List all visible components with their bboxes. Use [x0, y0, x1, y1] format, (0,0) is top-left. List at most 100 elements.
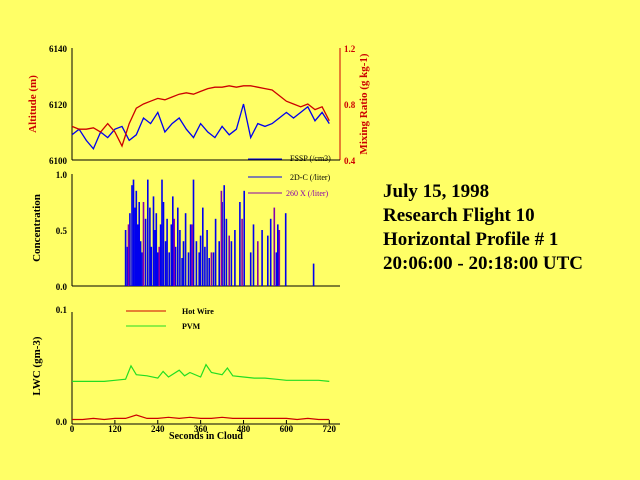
xtick-label: 600	[280, 424, 294, 434]
concentration-bar-blue	[284, 213, 287, 286]
concentration-bar-blue	[152, 196, 155, 286]
concentration-bar-purple	[127, 224, 130, 286]
legend-label-fssp: FSSP (/cm3)	[290, 154, 331, 163]
concentration-bar-blue	[172, 196, 174, 286]
concentration-bar-purple	[191, 224, 193, 286]
concentration-bar-blue	[267, 235, 269, 286]
concentration-bar-purple	[228, 235, 230, 286]
panel1-y2tick-label-1: 0.8	[344, 100, 356, 110]
time-range: 20:06:00 - 20:18:00 UTC	[383, 253, 584, 274]
concentration-bar-blue	[174, 246, 177, 286]
concentration-bar-blue	[162, 202, 165, 286]
concentration-bar-blue	[252, 224, 255, 286]
concentration-bar-blue	[139, 241, 142, 286]
concentration-bar-blue	[154, 230, 156, 286]
flight-info: July 15, 1998 Research Flight 10 Horizon…	[383, 180, 583, 276]
concentration-bar-blue	[141, 252, 143, 286]
concentration-bar-blue	[177, 207, 179, 286]
flight-number: Research Flight 10	[383, 205, 535, 226]
concentration-bar-blue	[204, 246, 206, 286]
concentration-bar-blue	[144, 218, 147, 286]
concentration-bar-blue	[126, 246, 129, 286]
concentration-bar-blue	[234, 230, 236, 286]
concentration-bar-blue	[129, 213, 131, 286]
concentration-bar-blue	[223, 185, 225, 286]
concentration-bar-blue	[159, 224, 162, 286]
concentration-bar-blue	[161, 179, 163, 286]
concentration-bar-blue	[218, 241, 220, 286]
panel3-xticks: 0 120 240 360 480 600 720	[70, 420, 337, 434]
panel3-xlabel: Seconds in Cloud	[169, 431, 243, 442]
panel1-y2label: Mixing Ratio (g kg-1)	[358, 53, 370, 154]
concentration-bar-blue	[149, 207, 151, 286]
concentration-bar-blue	[155, 213, 158, 286]
hot-wire-line	[72, 414, 330, 421]
panel1-y2tick-label-0: 1.2	[344, 44, 356, 54]
concentration-bar-purple	[273, 207, 276, 286]
legend-label-2dc: 2D-C (/liter)	[290, 173, 331, 182]
concentration-bar-blue	[124, 230, 127, 286]
xtick-label: 0	[70, 424, 75, 434]
concentration-bar-blue	[239, 202, 241, 286]
concentration-bar-blue	[225, 218, 228, 286]
concentration-panel: 1.0 0.5 0.0 Concentration FSSP (/cm3) 2D…	[31, 154, 340, 292]
concentration-bar-blue	[208, 258, 210, 286]
concentration-bar-blue	[138, 202, 140, 286]
panel1-ylabel: Altitude (m)	[27, 75, 39, 133]
concentration-bar-blue	[277, 224, 279, 286]
concentration-bar-blue	[269, 218, 272, 286]
mixing_ratio-line	[71, 85, 330, 148]
concentration-bar-blue	[189, 224, 192, 286]
concentration-bar-blue	[135, 190, 138, 286]
concentration-bar-blue	[168, 252, 170, 286]
legend-label-260x: 260 X (/liter)	[286, 189, 329, 198]
panel2-ytick-label-1: 0.5	[56, 226, 68, 236]
panel3-series	[72, 363, 330, 421]
concentration-bar-blue	[150, 246, 153, 286]
altitude-mixing-ratio-panel: 6140 6120 6100 1.2 0.8 0.4 Altitude (m) …	[27, 44, 370, 166]
panel1-ytick-label-0: 6140	[49, 44, 68, 54]
concentration-bar-purple	[158, 246, 160, 286]
concentration-bar-blue	[249, 252, 252, 286]
concentration-bar-blue	[199, 235, 202, 286]
concentration-bar-blue	[206, 230, 208, 286]
legend-label-pvm: PVM	[182, 322, 201, 331]
concentration-bar-purple	[220, 190, 223, 286]
concentration-bar-blue	[230, 241, 233, 286]
concentration-bar-blue	[157, 252, 159, 286]
panel2-ylabel: Concentration	[31, 194, 43, 262]
concentration-bar-purple	[142, 202, 145, 286]
concentration-bar-blue	[312, 263, 315, 286]
concentration-bar-blue	[179, 230, 181, 286]
concentration-bar-blue	[181, 258, 183, 286]
concentration-bar-blue	[195, 241, 198, 286]
concentration-bar-blue	[164, 241, 167, 286]
concentration-bar-purple	[173, 218, 175, 286]
concentration-bar-blue	[212, 252, 215, 286]
xtick-label: 360	[194, 424, 208, 434]
concentration-bar-blue	[131, 185, 133, 286]
concentration-bar-purple	[278, 230, 281, 286]
panel2-ytick-label-0: 1.0	[56, 170, 68, 180]
flight-date: July 15, 1998	[383, 181, 490, 202]
altitude-line	[71, 103, 330, 151]
panel3-ytick-label-1: 0.0	[56, 417, 68, 427]
concentration-bar-purple	[241, 218, 243, 286]
concentration-bar-blue	[132, 179, 135, 286]
panel2-ytick-label-2: 0.0	[56, 282, 68, 292]
concentration-bar-blue	[182, 241, 185, 286]
concentration-bar-purple	[257, 241, 259, 286]
xtick-label: 120	[108, 424, 122, 434]
xtick-label: 720	[323, 424, 337, 434]
lwc-panel: 0.1 0.0 LWC (gm-3) Seconds in Cloud 0 120…	[31, 305, 340, 442]
profile-name: Horizontal Profile # 1	[383, 229, 559, 250]
concentration-bar-blue	[202, 207, 204, 286]
panel1-y2tick-label-2: 0.4	[344, 156, 356, 166]
concentration-bar-blue	[214, 218, 217, 286]
concentration-bar-blue	[187, 252, 190, 286]
concentration-bar-blue	[147, 179, 149, 286]
panel1-series	[71, 85, 330, 151]
concentration-bar-blue	[134, 207, 136, 286]
concentration-bar-blue	[198, 252, 200, 286]
panel2-bars	[124, 179, 315, 286]
